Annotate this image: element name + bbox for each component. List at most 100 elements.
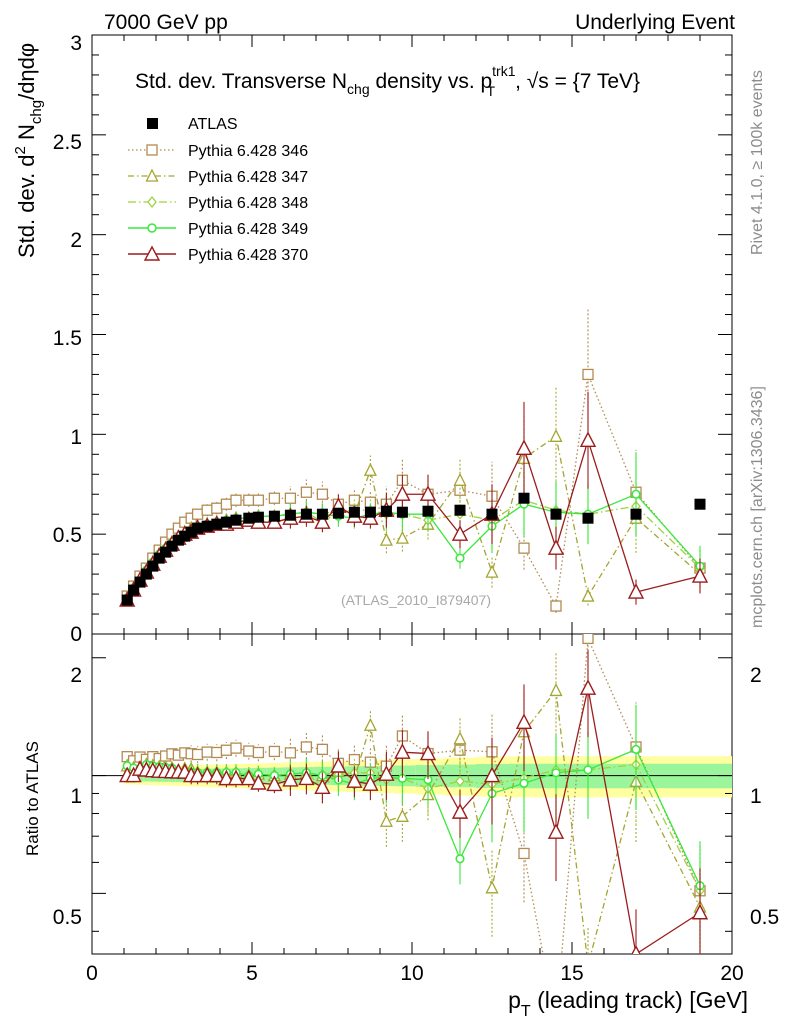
data-point	[518, 847, 530, 860]
data-point	[363, 717, 377, 731]
x-tick-label: 0	[86, 962, 98, 985]
data-point	[378, 765, 395, 781]
series-pythia-6.428-348	[122, 466, 705, 604]
data-point	[250, 773, 267, 790]
series-line	[126, 499, 701, 599]
data-point	[300, 741, 313, 753]
ratio-series-line	[126, 688, 701, 954]
data-point	[346, 772, 363, 788]
data-point	[199, 766, 216, 783]
data-point	[211, 502, 223, 514]
data-point	[694, 498, 706, 510]
data-point	[192, 522, 204, 534]
data-point	[419, 744, 437, 761]
data-point	[332, 507, 344, 519]
data-point	[583, 765, 593, 775]
legend-label: Pythia 6.428 346	[188, 143, 308, 160]
data-point	[201, 520, 213, 532]
data-point	[453, 731, 467, 745]
y-tick-label: 1	[70, 426, 82, 449]
main-series-layer	[119, 309, 709, 614]
data-point	[451, 525, 469, 541]
y-tick-label: 0	[70, 623, 82, 646]
data-point	[220, 516, 232, 528]
data-point	[419, 485, 437, 501]
x-tick-label: 20	[720, 962, 743, 985]
data-point	[284, 492, 297, 504]
data-point	[379, 813, 393, 827]
data-point	[453, 472, 467, 486]
data-point	[243, 512, 255, 524]
series-pythia-6.428-347	[120, 386, 707, 606]
data-point	[284, 747, 297, 759]
data-point	[166, 540, 178, 552]
data-point	[316, 488, 329, 500]
y-tick-label: 1.5	[53, 327, 82, 350]
data-point	[201, 504, 213, 516]
ratio-series-pythia-6.428-346	[121, 634, 706, 954]
data-point	[121, 594, 133, 606]
legend-label: Pythia 6.428 348	[188, 195, 308, 212]
data-point	[211, 518, 223, 530]
series-line	[126, 371, 701, 609]
y-tick-label: 2	[70, 229, 82, 252]
data-point	[243, 745, 255, 757]
legend-label: Pythia 6.428 347	[188, 169, 308, 186]
data-point	[486, 508, 498, 520]
legend-entry-349: Pythia 6.428 349	[128, 221, 308, 238]
data-point	[314, 778, 331, 794]
mcplots-label: mcplots.cern.ch [arXiv:1306.3436]	[749, 386, 766, 628]
data-point	[630, 508, 642, 520]
data-point	[185, 526, 197, 538]
data-point	[201, 746, 213, 758]
data-point	[230, 494, 242, 506]
ratio-tick-label: 0.5	[53, 906, 82, 929]
legend-entry-370: Pythia 6.428 370	[128, 245, 308, 264]
data-point	[298, 769, 315, 786]
data-point	[379, 532, 393, 546]
data-point	[208, 766, 225, 783]
x-tick-label: 10	[400, 962, 423, 985]
legend: ATLAS Pythia 6.428 346 Pythia 6.428 347 …	[128, 116, 308, 264]
data-point	[547, 823, 565, 839]
data-point	[631, 489, 641, 499]
data-point	[348, 506, 360, 518]
data-point	[455, 553, 465, 563]
data-point	[691, 567, 709, 583]
data-point	[550, 600, 562, 612]
data-point	[252, 494, 265, 506]
data-point	[550, 508, 562, 520]
data-point	[189, 766, 206, 783]
analysis-watermark: (ATLAS_2010_I879407)	[341, 592, 491, 608]
data-point	[172, 534, 184, 546]
data-point	[191, 508, 204, 520]
ratio-axis-label: Ratio to ATLAS	[23, 741, 42, 856]
legend-entry-347: Pythia 6.428 347	[128, 168, 308, 186]
ratio-series-layer	[119, 634, 709, 954]
ratio-tick-labels: 0.5 1 2 0.5 1 2	[53, 664, 779, 929]
legend-marker	[147, 195, 157, 209]
data-point	[153, 552, 165, 564]
data-point	[394, 485, 411, 501]
data-point	[362, 775, 379, 791]
data-point	[128, 584, 140, 596]
data-point	[266, 775, 283, 792]
legend-marker	[147, 118, 158, 129]
data-point	[579, 431, 597, 448]
data-point	[551, 768, 561, 778]
data-point	[243, 494, 255, 506]
y-tick-label: 0.5	[53, 524, 82, 547]
data-point	[455, 854, 465, 864]
data-point	[316, 743, 329, 756]
y-tick-label: 2.5	[53, 131, 82, 154]
series-atlas	[121, 492, 706, 606]
data-point	[230, 514, 242, 526]
data-point	[691, 903, 709, 920]
data-point	[240, 769, 257, 786]
ratio-series-pythia-6.428-349	[122, 704, 705, 947]
data-point	[579, 679, 597, 695]
y-tick-labels: 0 0.5 1 1.5 2 2.5 3	[53, 32, 82, 646]
ratio-tick-label: 1	[70, 785, 82, 808]
data-point	[140, 568, 152, 580]
